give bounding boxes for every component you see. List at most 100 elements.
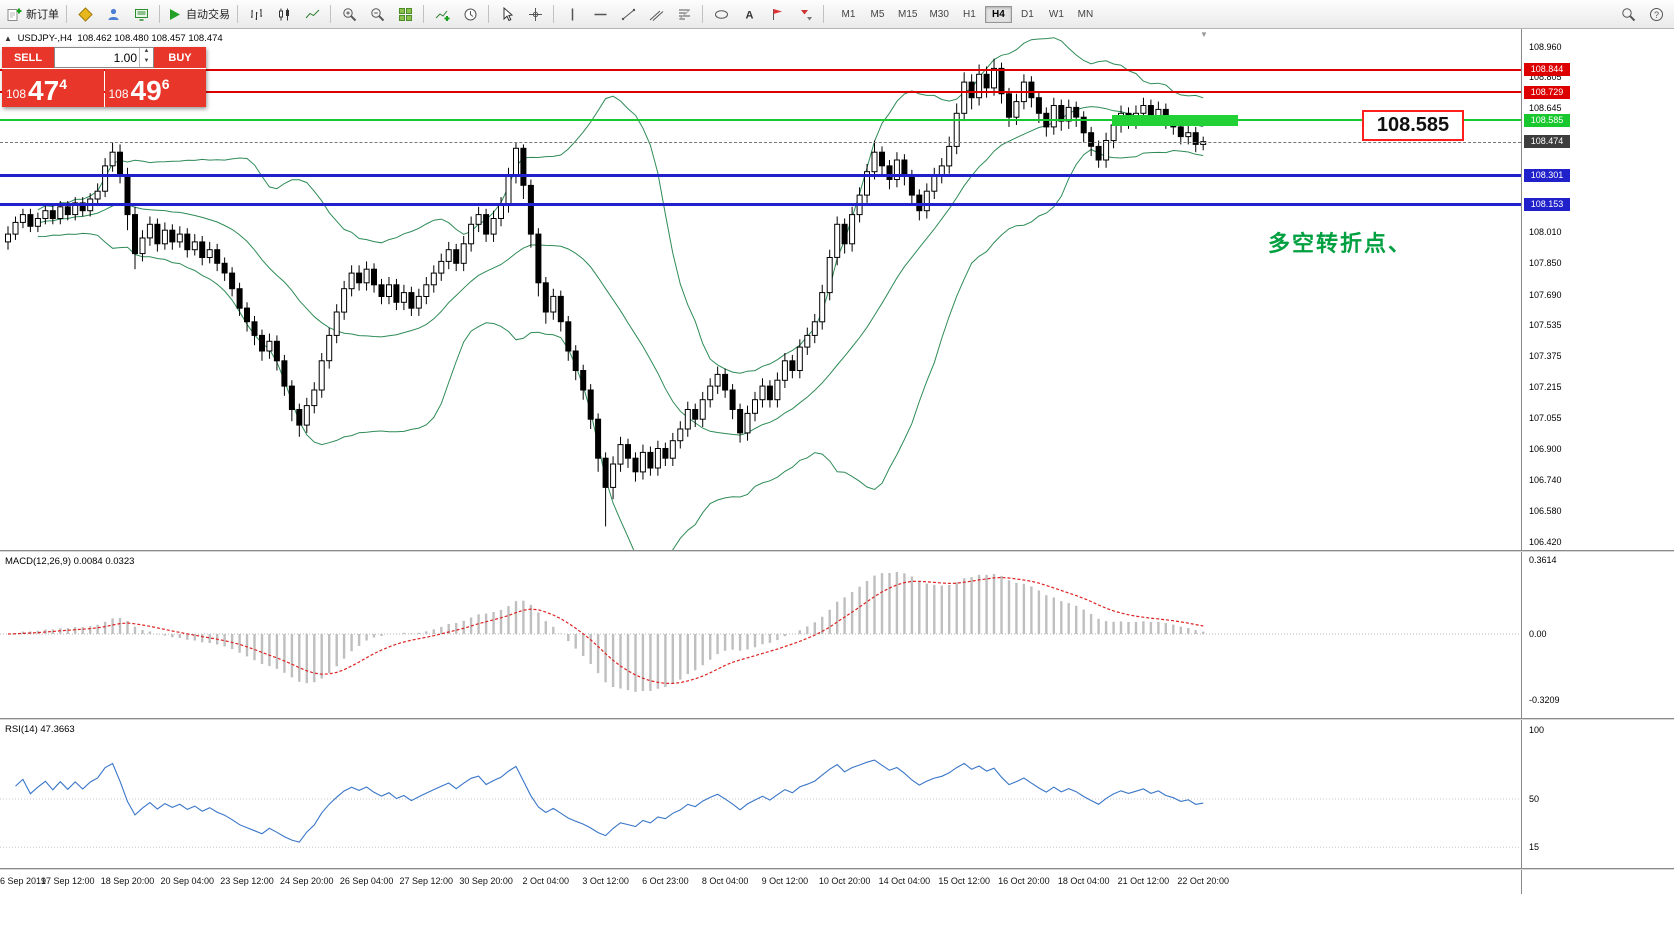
new-order-label: 新订单 xyxy=(26,9,59,21)
rsi-indicator-canvas[interactable] xyxy=(0,720,1521,868)
search-button[interactable] xyxy=(1614,3,1642,25)
drawn-horizontal-line[interactable] xyxy=(0,119,1521,122)
zoom-out-button[interactable] xyxy=(363,3,391,25)
zoom-in-button[interactable] xyxy=(335,3,363,25)
macd-indicator-canvas[interactable] xyxy=(0,552,1521,718)
price-axis-label: 107.535 xyxy=(1529,319,1562,330)
price-axis-label: 106.580 xyxy=(1529,505,1562,516)
drawn-horizontal-line[interactable] xyxy=(0,91,1521,93)
timeframe-h4-button[interactable]: H4 xyxy=(984,5,1012,23)
fibonacci-icon xyxy=(678,8,690,20)
buy-price-sup: 6 xyxy=(161,76,170,92)
price-axis-label: 106.740 xyxy=(1529,474,1562,485)
price-axis-label: 108.805 xyxy=(1529,72,1562,83)
time-axis-label: 3 Oct 12:00 xyxy=(582,876,629,886)
help-icon: ? xyxy=(1649,7,1663,21)
tile-windows-button[interactable] xyxy=(391,3,419,25)
text-icon: A xyxy=(745,9,753,21)
volume-input[interactable] xyxy=(55,48,139,67)
time-axis-label: 6 Oct 23:00 xyxy=(642,876,689,886)
price-axis-label: 107.375 xyxy=(1529,350,1562,361)
rsi-axis-label: 100 xyxy=(1529,725,1545,735)
highlight-zone-bar[interactable] xyxy=(1112,114,1238,126)
zoom-out-icon xyxy=(370,7,384,21)
volume-up-icon[interactable]: ▲ xyxy=(143,48,150,54)
price-axis-label: 107.215 xyxy=(1529,382,1562,393)
autotrading-label: 自动交易 xyxy=(186,9,230,21)
buy-price-big: 49 xyxy=(130,75,162,106)
time-axis-label: 16 Oct 20:00 xyxy=(998,876,1050,886)
timeframe-h1-button[interactable]: H1 xyxy=(963,8,976,20)
drawn-horizontal-line[interactable] xyxy=(0,68,1521,71)
terminal-icon xyxy=(134,8,148,21)
period-button[interactable] xyxy=(456,3,484,25)
fibonacci-tool-button[interactable] xyxy=(670,3,698,25)
rsi-axis-label: 15 xyxy=(1529,842,1540,853)
drawn-horizontal-line[interactable] xyxy=(0,202,1521,206)
toolbar-separator xyxy=(423,5,424,23)
price-chart-canvas[interactable] xyxy=(0,30,1521,550)
svg-text:A: A xyxy=(745,9,753,21)
volume-down-icon[interactable]: ▼ xyxy=(143,57,150,64)
timeframe-m15-button[interactable]: M15 xyxy=(898,8,918,20)
buy-price-display[interactable]: 108 49 6 xyxy=(104,69,206,107)
time-axis-label: 23 Sep 12:00 xyxy=(220,876,274,886)
add-indicator-button[interactable] xyxy=(428,3,456,25)
panel-splitter[interactable] xyxy=(0,718,1674,720)
terminal-button[interactable] xyxy=(127,3,155,25)
collapse-panel-icon[interactable]: ▲ xyxy=(4,34,12,43)
chart-shift-marker[interactable]: ▼ xyxy=(1200,30,1208,39)
price-axis-label: 108.960 xyxy=(1529,42,1562,52)
chinese-annotation-text[interactable]: 多空转折点、 xyxy=(1268,231,1413,256)
sell-button[interactable]: SELL xyxy=(2,47,54,68)
toolbar-separator xyxy=(66,5,67,23)
buy-button[interactable]: BUY xyxy=(154,47,206,68)
timeframe-w1-button[interactable]: W1 xyxy=(1048,8,1064,20)
vertical-line-tool-button[interactable] xyxy=(558,3,586,25)
sell-price-display[interactable]: 108 47 4 xyxy=(2,69,104,107)
time-axis-label: 20 Sep 04:00 xyxy=(160,876,215,886)
new-order-button[interactable]: 新订单 xyxy=(4,3,62,25)
channel-tool-button[interactable] xyxy=(642,3,670,25)
timeframe-d1-button[interactable]: D1 xyxy=(1021,8,1034,20)
help-button[interactable]: ? xyxy=(1642,3,1670,25)
candlestick-mode-button[interactable] xyxy=(270,3,298,25)
channel-icon xyxy=(649,10,663,21)
timeframe-m5-button[interactable]: M5 xyxy=(870,8,885,20)
navigator-button[interactable] xyxy=(99,3,127,25)
timeframe-m30-button[interactable]: M30 xyxy=(929,8,949,20)
panel-splitter[interactable] xyxy=(0,550,1674,552)
shapes-tool-button[interactable] xyxy=(707,3,735,25)
bar-chart-icon xyxy=(250,8,262,20)
label-tool-button[interactable] xyxy=(763,3,791,25)
market-watch-button[interactable] xyxy=(71,3,99,25)
timeframe-m1-button[interactable]: M1 xyxy=(841,8,856,20)
macd-label: MACD(12,26,9) 0.0084 0.0323 xyxy=(5,556,135,567)
arrows-dropdown-icon xyxy=(800,9,812,20)
line-chart-mode-button[interactable] xyxy=(298,3,326,25)
price-annotation-box[interactable]: 108.585 xyxy=(1362,110,1464,141)
time-axis-label: 30 Sep 20:00 xyxy=(459,876,513,886)
bar-chart-mode-button[interactable] xyxy=(242,3,270,25)
chart-symbol-period: USDJPY-,H4 xyxy=(17,33,73,44)
cursor-tool-button[interactable] xyxy=(493,3,521,25)
time-axis-label: 22 Oct 20:00 xyxy=(1177,876,1229,886)
time-scale-axis[interactable]: 16 Sep 2019 17 Sep 12:00 18 Sep 20:00 20 Se… xyxy=(0,870,1521,894)
clock-icon xyxy=(464,8,476,20)
autotrading-button[interactable]: 自动交易 xyxy=(164,3,233,25)
crosshair-tool-button[interactable] xyxy=(521,3,549,25)
arrows-tool-button[interactable] xyxy=(791,3,819,25)
price-axis-label: 106.420 xyxy=(1529,537,1562,547)
line-chart-icon xyxy=(305,9,319,18)
toolbar-separator xyxy=(330,5,331,23)
time-axis-label: 8 Oct 04:00 xyxy=(701,876,749,886)
price-axis-label: 107.055 xyxy=(1529,413,1562,424)
text-tool-button[interactable]: A xyxy=(735,3,763,25)
horizontal-line-icon xyxy=(594,13,606,15)
trendline-tool-button[interactable] xyxy=(614,3,642,25)
panel-splitter[interactable] xyxy=(0,868,1674,870)
horizontal-line-tool-button[interactable] xyxy=(586,3,614,25)
drawn-horizontal-line[interactable] xyxy=(0,173,1521,177)
timeframe-mn-button[interactable]: MN xyxy=(1077,8,1094,20)
price-scale-column[interactable]: 108.960 108.805 108.645 108.010 107.850 107.6… xyxy=(1521,29,1674,894)
